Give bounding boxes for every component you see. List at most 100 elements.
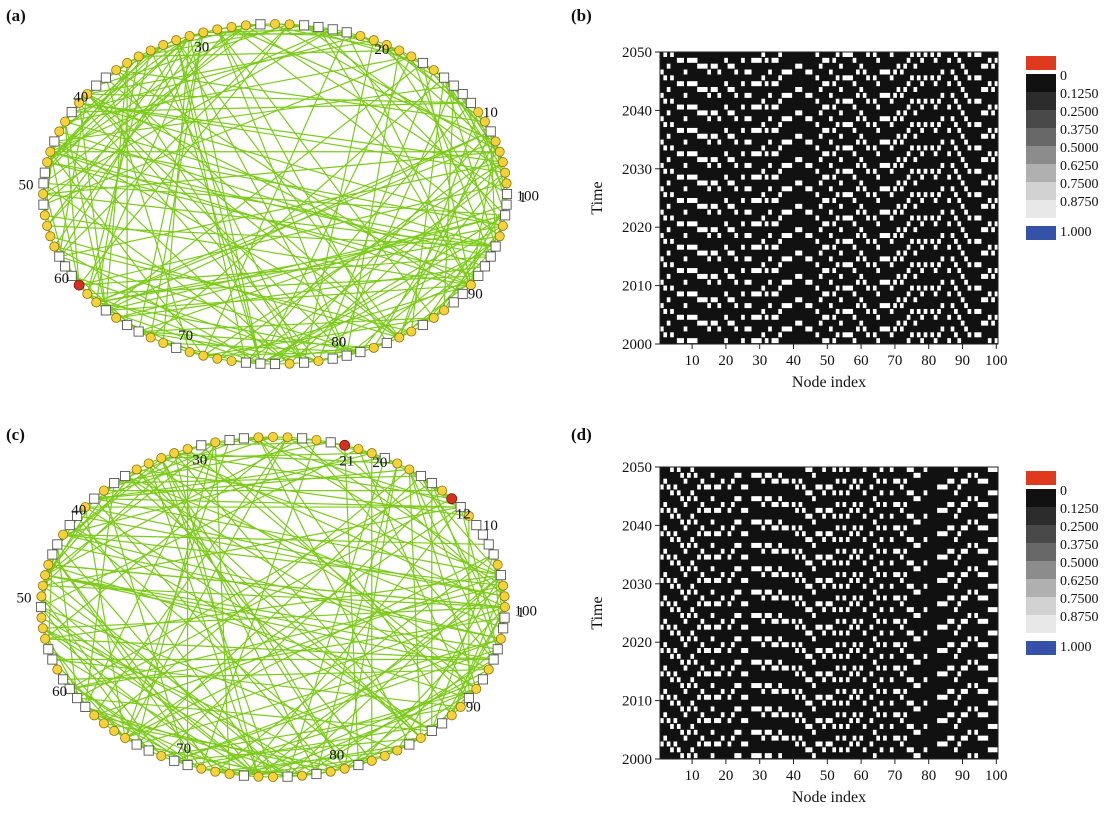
heatmap-cell: [687, 128, 691, 133]
heatmap-cell: [974, 613, 978, 618]
heatmap-cell: [903, 666, 907, 671]
heatmap-cell: [873, 660, 877, 665]
heatmap-cell: [741, 508, 745, 513]
heatmap-cell: [778, 520, 782, 525]
heatmap-cell: [687, 175, 691, 180]
heatmap-cell: [873, 145, 877, 150]
heatmap-cell: [778, 262, 782, 267]
heatmap-cell: [954, 584, 958, 589]
node-square: [489, 655, 498, 664]
heatmap-cell: [964, 326, 968, 331]
heatmap-cell: [846, 584, 850, 589]
heatmap-cell: [684, 595, 688, 600]
heatmap-cell: [778, 613, 782, 618]
heatmap-cell: [738, 543, 742, 548]
heatmap-cell: [731, 134, 735, 139]
heatmap-cell: [663, 52, 667, 57]
heatmap-cell: [849, 216, 853, 221]
heatmap-cell: [755, 496, 759, 501]
heatmap-cell: [826, 105, 830, 110]
heatmap-cell: [870, 578, 874, 583]
heatmap-cell: [984, 204, 988, 209]
heatmap-cell: [988, 537, 992, 542]
heatmap-cell: [991, 654, 995, 659]
heatmap-cell: [758, 613, 762, 618]
heatmap-cell: [924, 309, 928, 314]
heatmap-cell: [667, 251, 671, 256]
heatmap-cell: [846, 75, 850, 80]
heatmap-cell: [964, 502, 968, 507]
heatmap-cell: [704, 87, 708, 92]
heatmap-cell: [941, 601, 945, 606]
heatmap-cell: [978, 216, 982, 221]
heatmap-cell: [886, 140, 890, 145]
heatmap-cell: [738, 566, 742, 571]
heatmap-cell: [782, 666, 786, 671]
heatmap-cell: [853, 595, 857, 600]
heatmap-cell: [819, 648, 823, 653]
heatmap-cell: [785, 712, 789, 717]
heatmap-cell: [937, 555, 941, 560]
heatmap-cell: [843, 572, 847, 577]
heatmap-cell: [660, 163, 664, 168]
legend-label: 0.5000: [1060, 141, 1099, 156]
heatmap-cell: [782, 712, 786, 717]
heatmap-cell: [734, 636, 738, 641]
heatmap-cell: [707, 671, 711, 676]
heatmap-cell: [761, 736, 765, 741]
heatmap-cell: [782, 572, 786, 577]
heatmap-cell: [964, 479, 968, 484]
heatmap-cell: [984, 525, 988, 530]
heatmap-cell: [832, 198, 836, 203]
node-label: 80: [329, 748, 344, 764]
heatmap-cell: [751, 105, 755, 110]
heatmap-cell: [805, 467, 809, 472]
heatmap-cell: [924, 52, 928, 57]
node-square: [326, 438, 335, 447]
heatmap-cell: [714, 555, 718, 560]
heatmap-cell: [870, 695, 874, 700]
heatmap-cell: [897, 642, 901, 647]
heatmap-cell: [812, 753, 816, 758]
legend-label: 0.8750: [1060, 195, 1099, 210]
heatmap-cell: [880, 490, 884, 495]
heatmap-cell: [721, 549, 725, 554]
heatmap-cell: [711, 87, 715, 92]
heatmap-cell: [947, 479, 951, 484]
heatmap-cell: [690, 490, 694, 495]
heatmap-cell: [765, 566, 769, 571]
heatmap-cell: [863, 186, 867, 191]
heatmap-cell: [815, 485, 819, 490]
heatmap-cell: [839, 584, 843, 589]
heatmap-cell: [934, 198, 938, 203]
heatmap-cell: [809, 116, 813, 121]
heatmap-cell: [859, 274, 863, 279]
node-square: [123, 320, 132, 329]
heatmap-cell: [697, 671, 701, 676]
heatmap-cell: [900, 741, 904, 746]
heatmap-cell: [795, 741, 799, 746]
heatmap-cell: [930, 75, 934, 80]
heatmap-cell: [849, 309, 853, 314]
heatmap-cell: [714, 87, 718, 92]
heatmap-cell: [751, 590, 755, 595]
node-circle: [146, 333, 155, 342]
heatmap-cell: [745, 741, 749, 746]
heatmap-cell: [822, 654, 826, 659]
node-highlighted: [74, 280, 84, 290]
heatmap-cell: [738, 473, 742, 478]
heatmap-cell: [707, 140, 711, 145]
x-tick-label: 40: [786, 768, 801, 784]
heatmap-cell: [788, 93, 792, 98]
heatmap-cell: [815, 741, 819, 746]
heatmap-cell: [964, 70, 968, 75]
node-square: [101, 306, 110, 315]
heatmap-cell: [721, 642, 725, 647]
network-edge: [176, 40, 246, 362]
heatmap-cell: [853, 479, 857, 484]
heatmap-cell: [694, 151, 698, 156]
heatmap-cell: [711, 251, 715, 256]
heatmap-cell: [758, 753, 762, 758]
heatmap-cell: [795, 718, 799, 723]
heatmap-cell: [809, 560, 813, 565]
